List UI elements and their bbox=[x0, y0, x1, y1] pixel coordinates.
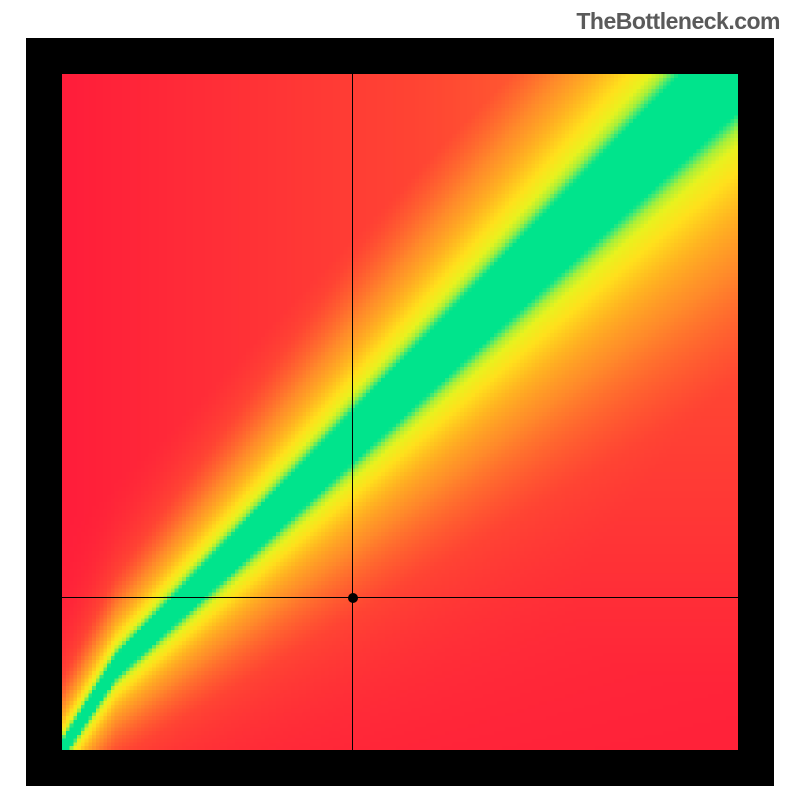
crosshair-horizontal bbox=[62, 597, 738, 598]
watermark-text: TheBottleneck.com bbox=[576, 8, 780, 35]
heatmap-canvas bbox=[62, 74, 738, 750]
root-container: TheBottleneck.com bbox=[0, 0, 800, 800]
heatmap-plot bbox=[62, 74, 738, 750]
crosshair-vertical bbox=[352, 74, 353, 750]
marker-point bbox=[348, 593, 358, 603]
